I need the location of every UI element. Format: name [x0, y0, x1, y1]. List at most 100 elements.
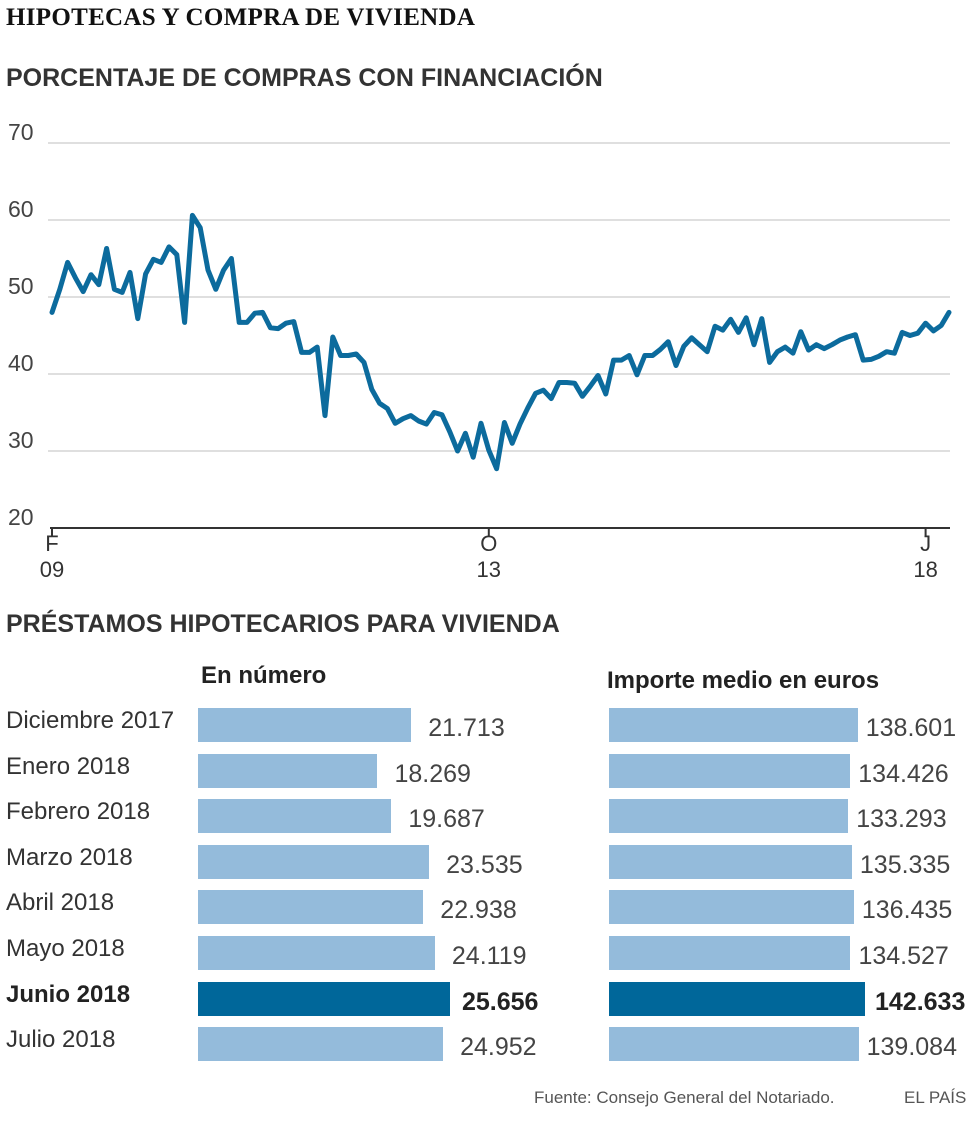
data-point — [440, 413, 444, 417]
line-chart-title: PORCENTAJE DE COMPRAS CON FINANCIACIÓN — [6, 64, 603, 92]
data-point — [526, 406, 529, 410]
data-point — [901, 331, 904, 334]
data-point — [760, 317, 763, 320]
amount-bar — [609, 981, 865, 1016]
row-label: Julio 2018 — [6, 1026, 116, 1054]
count-value: 22.938 — [440, 896, 517, 925]
data-point — [511, 442, 514, 445]
data-point — [339, 354, 342, 357]
amount-bar — [609, 1027, 859, 1062]
data-point — [183, 321, 186, 324]
data-point — [425, 422, 428, 426]
data-point — [144, 272, 147, 276]
data-point — [932, 329, 935, 333]
data-point — [729, 318, 732, 321]
data-point — [323, 414, 327, 417]
data-point — [277, 327, 280, 330]
data-point — [58, 288, 61, 291]
data-point — [238, 321, 241, 324]
data-point — [370, 388, 373, 391]
main-title: HIPOTECAS Y COMPRA DE VIVIENDA — [6, 4, 476, 31]
data-point — [651, 354, 654, 357]
data-point — [628, 354, 631, 357]
data-point — [152, 258, 155, 261]
data-point — [706, 350, 709, 353]
count-value: 19.687 — [408, 805, 485, 834]
data-point — [674, 364, 678, 367]
data-point — [885, 350, 888, 353]
data-point — [784, 345, 787, 349]
count-column-header: En número — [201, 662, 327, 689]
data-point — [206, 268, 210, 272]
data-point — [596, 374, 600, 377]
count-bar — [198, 1027, 444, 1062]
data-point — [635, 373, 639, 376]
data-point — [791, 352, 795, 355]
data-point — [893, 352, 896, 355]
data-point — [448, 430, 451, 433]
publisher-credit: EL PAÍS — [904, 1088, 967, 1107]
amount-value: 138.601 — [865, 714, 957, 742]
table-row: Enero 2018 18.269 134.426 — [0, 751, 980, 788]
amount-bar — [609, 890, 854, 925]
count-bar — [198, 753, 378, 788]
y-tick-label: 30 — [8, 427, 34, 453]
x-tick-year: 18 — [913, 557, 937, 582]
count-value: 21.713 — [428, 714, 505, 742]
data-point — [401, 417, 405, 420]
row-label: Mayo 2018 — [6, 935, 125, 962]
line-chart: 70 60 50 40 30 20 F09 O13 J18 — [8, 119, 952, 582]
data-point — [355, 352, 358, 356]
data-point — [799, 330, 802, 333]
data-point — [503, 421, 506, 424]
amount-bar — [609, 708, 858, 742]
data-point — [565, 381, 568, 384]
row-label: Febrero 2018 — [6, 798, 151, 826]
data-point — [191, 214, 194, 217]
data-point — [74, 276, 77, 279]
data-point — [495, 467, 498, 470]
data-point — [667, 340, 670, 343]
data-point — [838, 338, 841, 342]
x-tick-month: F — [45, 531, 58, 556]
row-label: Junio 2018 — [6, 980, 131, 1008]
data-point — [721, 328, 724, 332]
x-tick-month: J — [920, 531, 931, 556]
amount-bar — [609, 844, 852, 879]
data-point — [534, 392, 537, 395]
row-label: Marzo 2018 — [6, 843, 133, 871]
amount-value: 133.293 — [856, 805, 947, 834]
y-tick-label: 60 — [8, 196, 34, 222]
data-point — [713, 325, 717, 328]
data-point — [487, 449, 490, 452]
data-point — [113, 288, 116, 291]
row-label: Diciembre 2017 — [6, 707, 175, 734]
amount-bar — [609, 753, 851, 788]
data-point — [245, 321, 249, 324]
amount-column-header: Importe medio en euros — [607, 667, 880, 694]
bar-rows: Diciembre 2017 21.713 138.601 Enero 2018 18.… — [0, 705, 980, 1075]
data-point — [643, 354, 646, 357]
data-point — [308, 351, 311, 354]
amount-value: 136.435 — [861, 896, 953, 925]
row-label: Abril 2018 — [6, 889, 115, 917]
data-point — [869, 358, 873, 361]
amount-value: 134.527 — [858, 942, 949, 970]
data-point — [300, 351, 303, 354]
data-point — [815, 343, 818, 346]
count-value: 24.952 — [460, 1033, 537, 1062]
count-value: 24.119 — [451, 942, 527, 970]
data-point — [89, 273, 93, 276]
data-point — [550, 397, 553, 400]
data-point — [690, 336, 693, 340]
data-point — [807, 348, 810, 352]
row-label: Enero 2018 — [6, 752, 131, 780]
data-point — [916, 331, 919, 335]
y-tick-label: 50 — [8, 273, 34, 299]
data-point — [97, 283, 101, 286]
amount-value: 142.633 — [875, 987, 966, 1016]
count-bar — [198, 799, 392, 834]
y-tick-label: 20 — [8, 504, 34, 530]
data-point — [160, 261, 163, 264]
bar-section-title: PRÉSTAMOS HIPOTECARIOS PARA VIVIENDA — [6, 610, 560, 638]
